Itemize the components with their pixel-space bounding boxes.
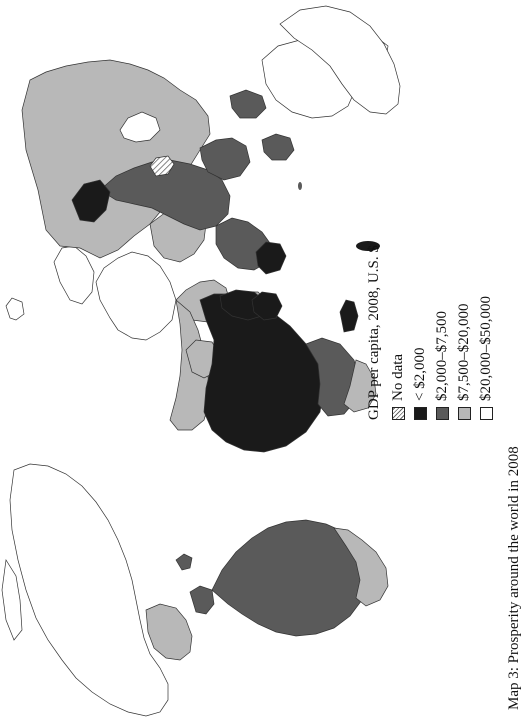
region-north-america xyxy=(9,463,169,717)
swatch-mid xyxy=(458,407,471,420)
region-china xyxy=(99,159,231,231)
legend-item-no-data: No data xyxy=(390,354,407,420)
region-caribbean xyxy=(175,553,193,571)
region-southern-cone xyxy=(333,527,389,607)
region-myanmar xyxy=(255,241,287,275)
region-south-africa xyxy=(343,359,377,413)
region-arctic-islands xyxy=(1,558,23,641)
legend-item-2000-7500: $2,000–$7,500 xyxy=(434,311,451,420)
legend-label: < $2,000 xyxy=(412,347,428,401)
legend-label: $2,000–$7,500 xyxy=(434,311,450,401)
region-mongolia xyxy=(71,179,111,223)
legend-label: $7,500–$20,000 xyxy=(456,303,472,402)
small-islands xyxy=(298,182,380,251)
region-central-america xyxy=(189,585,215,615)
legend-item-7500-20000: $7,500–$20,000 xyxy=(456,303,473,420)
region-north-korea xyxy=(149,155,175,177)
legend-title: GDP per capita, 2008, U.S. $ xyxy=(366,245,382,420)
map-caption: Map 3: Prosperity around the world in 20… xyxy=(506,446,522,710)
region-southeast-asia xyxy=(199,137,251,181)
region-indonesia-2 xyxy=(261,133,295,161)
region-mexico xyxy=(145,603,193,661)
swatch-high xyxy=(480,407,493,420)
region-pacific-island xyxy=(279,5,401,115)
eurasia xyxy=(5,39,389,341)
legend-label: No data xyxy=(390,353,406,401)
swatch-no-data xyxy=(392,407,405,420)
island-dark-1 xyxy=(356,241,380,251)
region-iceland xyxy=(5,297,25,321)
region-japan xyxy=(119,111,161,143)
region-madagascar xyxy=(339,299,359,333)
legend-label: $20,000–$50,000 xyxy=(478,296,494,401)
region-europe xyxy=(95,251,177,341)
island-dark-2 xyxy=(298,182,302,190)
swatch-low xyxy=(436,407,449,420)
legend-item-20000-50000: $20,000–$50,000 xyxy=(478,296,495,420)
region-scandinavia xyxy=(53,245,95,305)
region-indonesia xyxy=(229,89,267,119)
americas xyxy=(1,5,401,717)
region-horn xyxy=(251,291,283,321)
legend-item-lt2000: < $2,000 xyxy=(412,348,429,420)
swatch-very-low xyxy=(414,407,427,420)
africa xyxy=(169,289,377,453)
